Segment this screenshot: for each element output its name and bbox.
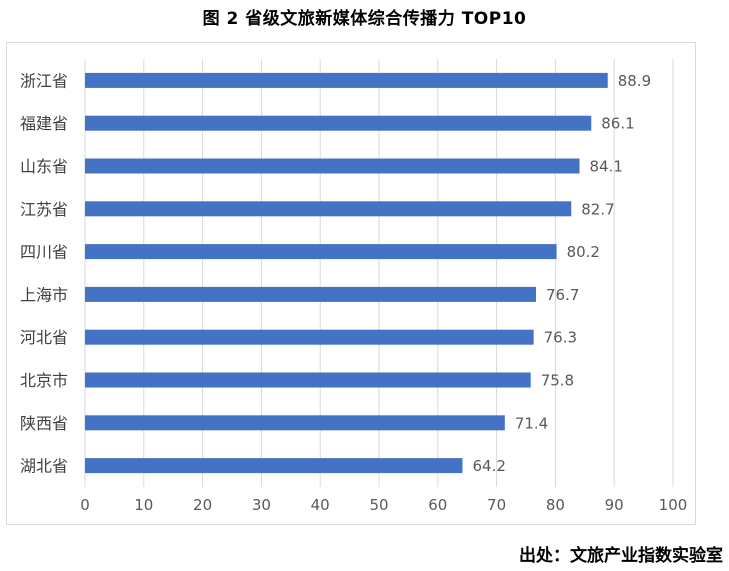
category-label: 江苏省	[20, 200, 68, 219]
value-labels: 88.9 86.1 84.1 82.7 80.2 76.7 76.3 75.8 71.4 64.2	[472, 72, 651, 475]
x-tick-label: 100	[659, 496, 688, 514]
chart-title: 图 2 省级文旅新媒体综合传播力 TOP10	[202, 9, 527, 29]
bar	[85, 115, 592, 131]
x-tick-label: 60	[428, 496, 447, 514]
data-label: 76.7	[546, 286, 579, 304]
category-label: 四川省	[20, 243, 68, 262]
bar	[85, 329, 534, 345]
category-label: 北京市	[20, 371, 68, 390]
category-label: 陕西省	[20, 414, 68, 433]
data-label: 84.1	[590, 158, 623, 176]
bar	[85, 72, 608, 88]
x-tick-label: 40	[311, 496, 330, 514]
x-tick-label: 70	[487, 496, 506, 514]
x-tick-labels: 0 10 20 30 40 50 60 70 80 90 100	[80, 496, 687, 514]
x-tick-label: 50	[369, 496, 388, 514]
category-label: 湖北省	[20, 457, 68, 476]
data-label: 80.2	[567, 243, 600, 261]
x-tick-label: 80	[546, 496, 565, 514]
x-tick-label: 30	[252, 496, 271, 514]
x-tick-label: 0	[80, 496, 90, 514]
data-label: 75.8	[541, 372, 574, 390]
category-label: 河北省	[20, 328, 68, 347]
bar	[85, 458, 463, 474]
bar	[85, 244, 557, 260]
data-label: 88.9	[618, 72, 651, 90]
source-note: 出处：文旅产业指数实验室	[519, 546, 723, 566]
bar	[85, 158, 580, 174]
data-label: 82.7	[581, 200, 614, 218]
x-tick-label: 90	[605, 496, 624, 514]
data-label: 64.2	[472, 457, 505, 475]
category-label: 山东省	[20, 157, 68, 176]
x-tick-label: 10	[134, 496, 153, 514]
data-label: 86.1	[601, 115, 634, 133]
bar	[85, 372, 531, 388]
data-label: 71.4	[515, 414, 548, 432]
category-label: 福建省	[20, 114, 68, 133]
category-label: 上海市	[20, 285, 68, 304]
bar	[85, 286, 536, 302]
x-tick-label: 20	[193, 496, 212, 514]
bar	[85, 201, 572, 217]
bar	[85, 415, 505, 431]
bars	[85, 72, 608, 474]
category-label: 浙江省	[20, 71, 68, 90]
data-label: 76.3	[544, 329, 577, 347]
